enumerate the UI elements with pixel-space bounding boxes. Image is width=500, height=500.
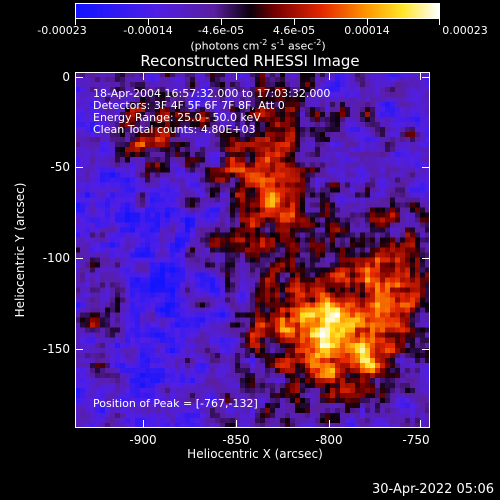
- image-title: Reconstructed RHESSI Image: [140, 52, 360, 70]
- colorbar-label: 4.6e-05: [272, 24, 316, 37]
- y-tick: [75, 167, 83, 168]
- y-tick-right: [422, 77, 430, 78]
- timestamp: 30-Apr-2022 05:06: [372, 482, 494, 497]
- info-method-counts: Clean Total counts: 4.80E+03: [93, 123, 256, 136]
- x-tick-top: [143, 72, 144, 80]
- x-tick-top: [329, 72, 330, 80]
- x-tick: [143, 420, 144, 428]
- colorbar-label: -0.00023: [37, 24, 87, 37]
- x-tick: [329, 420, 330, 428]
- heatmap-image: [75, 72, 430, 428]
- colorbar-label: 0.00023: [442, 24, 488, 37]
- x-tick-label: -850: [222, 433, 250, 447]
- info-time-range: 18-Apr-2004 16:57:32.000 to 17:03:32.000: [93, 87, 331, 100]
- colorbar-tick: [148, 19, 149, 25]
- x-tick-label: -900: [129, 433, 157, 447]
- heatmap-area: [75, 72, 430, 428]
- colorbar-label: 0.00014: [344, 24, 390, 37]
- info-peak-position: Position of Peak = [-767,-132]: [93, 397, 258, 410]
- x-tick-label: -750: [402, 433, 430, 447]
- y-tick-right: [422, 349, 430, 350]
- y-tick: [75, 258, 83, 259]
- colorbar-unit: (photons cm-2 s-1 asec-2): [190, 38, 326, 53]
- y-tick-label: -150: [42, 342, 70, 356]
- colorbar: [75, 3, 440, 19]
- y-tick: [75, 77, 83, 78]
- colorbar-tick: [367, 19, 368, 25]
- y-tick-label: -50: [50, 160, 70, 174]
- colorbar-tick: [75, 19, 76, 25]
- x-tick-label: -800: [315, 433, 343, 447]
- y-tick-label: -100: [42, 251, 70, 265]
- x-tick-top: [420, 72, 421, 80]
- colorbar-tick: [439, 19, 440, 25]
- colorbar-label: -4.6e-05: [197, 24, 245, 37]
- colorbar-tick: [221, 19, 222, 25]
- y-tick: [75, 349, 83, 350]
- y-tick-label: 0: [62, 70, 70, 84]
- info-detectors: Detectors: 3F 4F 5F 6F 7F 8F, Att 0: [93, 99, 285, 112]
- y-tick-right: [422, 167, 430, 168]
- x-axis-title: Heliocentric X (arcsec): [187, 447, 323, 461]
- colorbar-tick: [294, 19, 295, 25]
- x-tick: [420, 420, 421, 428]
- x-tick: [236, 420, 237, 428]
- y-axis-title: Heliocentric Y (arcsec): [13, 182, 27, 318]
- colorbar-label: -0.00014: [123, 24, 173, 37]
- y-tick-right: [422, 258, 430, 259]
- info-energy-range: Energy Range: 25.0 - 50.0 keV: [93, 111, 261, 124]
- x-tick-top: [236, 72, 237, 80]
